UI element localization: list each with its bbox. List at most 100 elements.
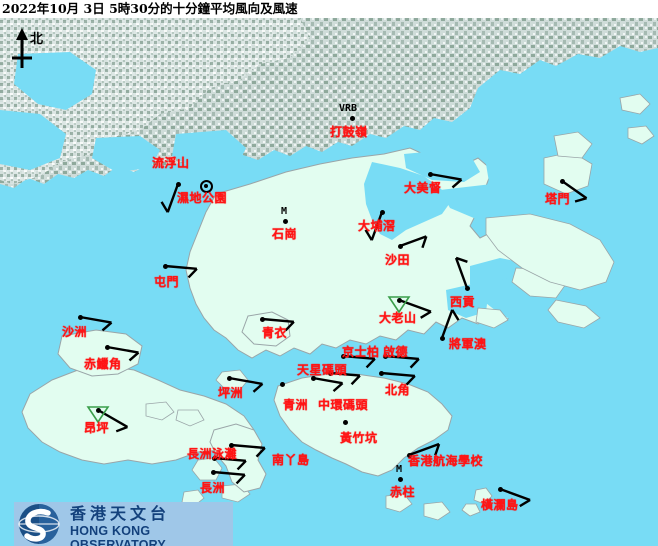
station-dot[interactable] bbox=[228, 442, 234, 448]
station-label: 石崗 bbox=[272, 227, 298, 241]
station-dot[interactable] bbox=[397, 476, 403, 482]
station-label: 京士柏 bbox=[342, 345, 380, 359]
station-dot[interactable] bbox=[162, 263, 168, 269]
wind-barb bbox=[164, 264, 198, 279]
wind-barb bbox=[230, 443, 266, 458]
station-dot[interactable] bbox=[439, 335, 445, 341]
station-dot[interactable] bbox=[259, 316, 265, 322]
wind-barb bbox=[408, 442, 441, 457]
wind-barb bbox=[228, 376, 264, 393]
calm-wind-mark: M bbox=[396, 464, 403, 475]
station-label: 打鼓嶺 bbox=[330, 125, 368, 139]
station-label: 西貢 bbox=[450, 295, 476, 309]
north-label: 北 bbox=[30, 32, 44, 47]
wind-barb-layer bbox=[79, 172, 588, 508]
station-dot[interactable] bbox=[340, 353, 346, 359]
station-label: 坪洲 bbox=[218, 386, 244, 400]
station-dot[interactable] bbox=[464, 285, 470, 291]
station-dot[interactable] bbox=[95, 407, 101, 413]
station-dot[interactable] bbox=[175, 181, 181, 187]
wind-barb bbox=[384, 354, 420, 369]
logo-name-cn: 香港天文台 bbox=[70, 504, 171, 523]
station-label: 青洲 bbox=[283, 398, 309, 412]
logo-name-en: HONG KONG OBSERVATORY bbox=[70, 524, 166, 546]
station-dot[interactable] bbox=[342, 419, 348, 425]
station-label: 昂坪 bbox=[84, 421, 110, 435]
wind-barb bbox=[212, 470, 246, 485]
station-label: 屯門 bbox=[154, 275, 180, 289]
station-dot[interactable] bbox=[104, 344, 110, 350]
wind-barb bbox=[561, 180, 588, 203]
wind-barb bbox=[364, 211, 384, 241]
station-label: 中環碼頭 bbox=[318, 398, 369, 412]
station-label: 大美督 bbox=[404, 181, 442, 195]
high-level-station-icon bbox=[387, 296, 411, 314]
station-label: 橫瀾島 bbox=[481, 498, 519, 512]
station-dot[interactable] bbox=[349, 115, 355, 121]
station-dot[interactable] bbox=[497, 486, 503, 492]
station-dot[interactable] bbox=[396, 297, 402, 303]
station-label: 大埔滘 bbox=[358, 219, 396, 233]
station-dot[interactable] bbox=[397, 243, 403, 249]
wind-barb bbox=[329, 371, 361, 386]
station-label: 啟德 bbox=[383, 345, 409, 359]
wind-barb bbox=[440, 309, 460, 339]
station-dot[interactable] bbox=[226, 375, 232, 381]
station-label: 沙田 bbox=[385, 253, 411, 267]
station-label: 天星碼頭 bbox=[297, 363, 348, 377]
north-arrow-icon bbox=[12, 28, 32, 68]
wind-barb bbox=[454, 256, 469, 289]
wind-barb bbox=[499, 487, 531, 508]
wind-barb bbox=[429, 172, 463, 189]
wind-barb bbox=[312, 376, 344, 392]
station-label: 濕地公園 bbox=[177, 191, 228, 205]
station-dot[interactable] bbox=[211, 455, 217, 461]
wind-barb bbox=[213, 456, 247, 471]
station-label: 長洲 bbox=[200, 481, 226, 495]
station-dot[interactable] bbox=[77, 314, 83, 320]
station-label: 將軍澳 bbox=[449, 337, 487, 351]
station-dot[interactable] bbox=[382, 353, 388, 359]
wind-barb bbox=[160, 183, 180, 213]
station-dot[interactable] bbox=[310, 375, 316, 381]
station-dot[interactable] bbox=[379, 209, 385, 215]
station-label: 流浮山 bbox=[152, 156, 190, 170]
station-dot[interactable] bbox=[378, 370, 384, 376]
station-label: 青衣 bbox=[262, 326, 288, 340]
wind-barb bbox=[79, 315, 113, 332]
wind-barb bbox=[399, 235, 428, 249]
station-dot[interactable] bbox=[279, 381, 285, 387]
station-label: 北角 bbox=[385, 383, 411, 397]
wind-barb bbox=[97, 408, 129, 433]
calm-wind-mark: M bbox=[281, 206, 288, 217]
map-canvas[interactable]: 北 VRB 打鼓嶺流浮山濕地公園 M 石崗 大美督塔門大埔滘沙田西貢大老山將軍澳 屯門沙洲… bbox=[0, 18, 658, 546]
station-label: 長洲泳灘 bbox=[187, 447, 238, 461]
hko-logo-icon bbox=[18, 504, 60, 544]
page-title: 2022年10月 3日 5時30分的十分鐘平均風向及風速 bbox=[0, 0, 658, 18]
station-dot[interactable] bbox=[282, 218, 288, 224]
station-label: 黃竹坑 bbox=[340, 431, 378, 445]
variable-wind-mark: VRB bbox=[339, 103, 358, 114]
station-dot[interactable] bbox=[327, 370, 333, 376]
station-label: 大老山 bbox=[379, 311, 417, 325]
station-label: 沙洲 bbox=[62, 325, 88, 339]
station-label: 塔門 bbox=[545, 192, 571, 206]
station-dot[interactable] bbox=[210, 469, 216, 475]
station-dot[interactable] bbox=[406, 452, 412, 458]
station-label: 赤柱 bbox=[390, 485, 416, 499]
station-dot[interactable] bbox=[427, 171, 433, 177]
wind-barb bbox=[380, 371, 416, 386]
station-label: 南丫島 bbox=[272, 453, 310, 467]
high-level-station-icon bbox=[86, 406, 110, 424]
wind-barb bbox=[106, 345, 140, 362]
wind-barb bbox=[342, 354, 376, 369]
station-target-icon[interactable] bbox=[199, 179, 213, 193]
wind-barb bbox=[261, 317, 295, 332]
station-label: 香港航海學校 bbox=[408, 454, 484, 468]
hko-logo: 香港天文台 HONG KONG OBSERVATORY bbox=[14, 502, 233, 546]
station-dot[interactable] bbox=[559, 178, 565, 184]
wind-barb bbox=[398, 298, 432, 319]
station-label: 赤鱲角 bbox=[84, 357, 122, 371]
north-arrow: 北 bbox=[6, 26, 66, 74]
